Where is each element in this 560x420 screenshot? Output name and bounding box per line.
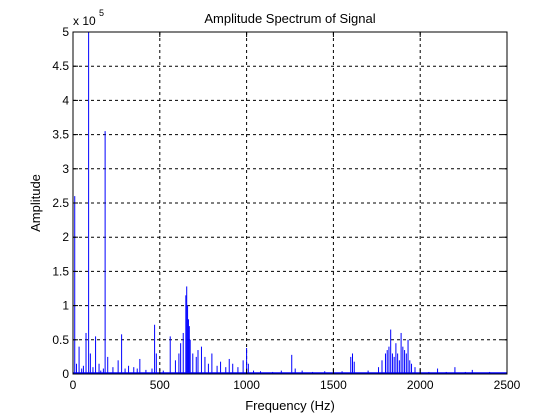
x-tick-label: 1500 <box>320 378 347 392</box>
y-tick-label: 2.5 <box>52 196 69 210</box>
y-tick-label: 0 <box>62 367 69 381</box>
tick-layer: 0 500 1000 1500 2000 2500 0 0.5 1 1.5 2 2.5 3 3.5 4 4.5… <box>52 25 520 392</box>
grid-layer <box>73 32 507 374</box>
x-tick-label: 500 <box>150 378 170 392</box>
y-tick-label: 3.5 <box>52 128 69 142</box>
x-tick-label: 1000 <box>233 378 260 392</box>
y-tick-label: 4.5 <box>52 59 69 73</box>
x-axis-label: Frequency (Hz) <box>245 398 335 413</box>
data-layer <box>73 32 507 374</box>
y-tick-label: 1 <box>62 299 69 313</box>
y-tick-label: 1.5 <box>52 264 69 278</box>
x-tick-label: 2000 <box>407 378 434 392</box>
y-axis-label: Amplitude <box>28 174 43 232</box>
y-tick-label: 5 <box>62 25 69 39</box>
y-tick-label: 4 <box>62 93 69 107</box>
y-tick-label: 2 <box>62 230 69 244</box>
x-tick-label: 0 <box>70 378 77 392</box>
x-tick-label: 2500 <box>494 378 521 392</box>
chart-title: Amplitude Spectrum of Signal <box>204 11 375 26</box>
y-exponent-power: 5 <box>99 8 104 18</box>
y-tick-label: 3 <box>62 162 69 176</box>
y-exponent-label: x 10 <box>73 14 96 28</box>
y-tick-label: 0.5 <box>52 333 69 347</box>
